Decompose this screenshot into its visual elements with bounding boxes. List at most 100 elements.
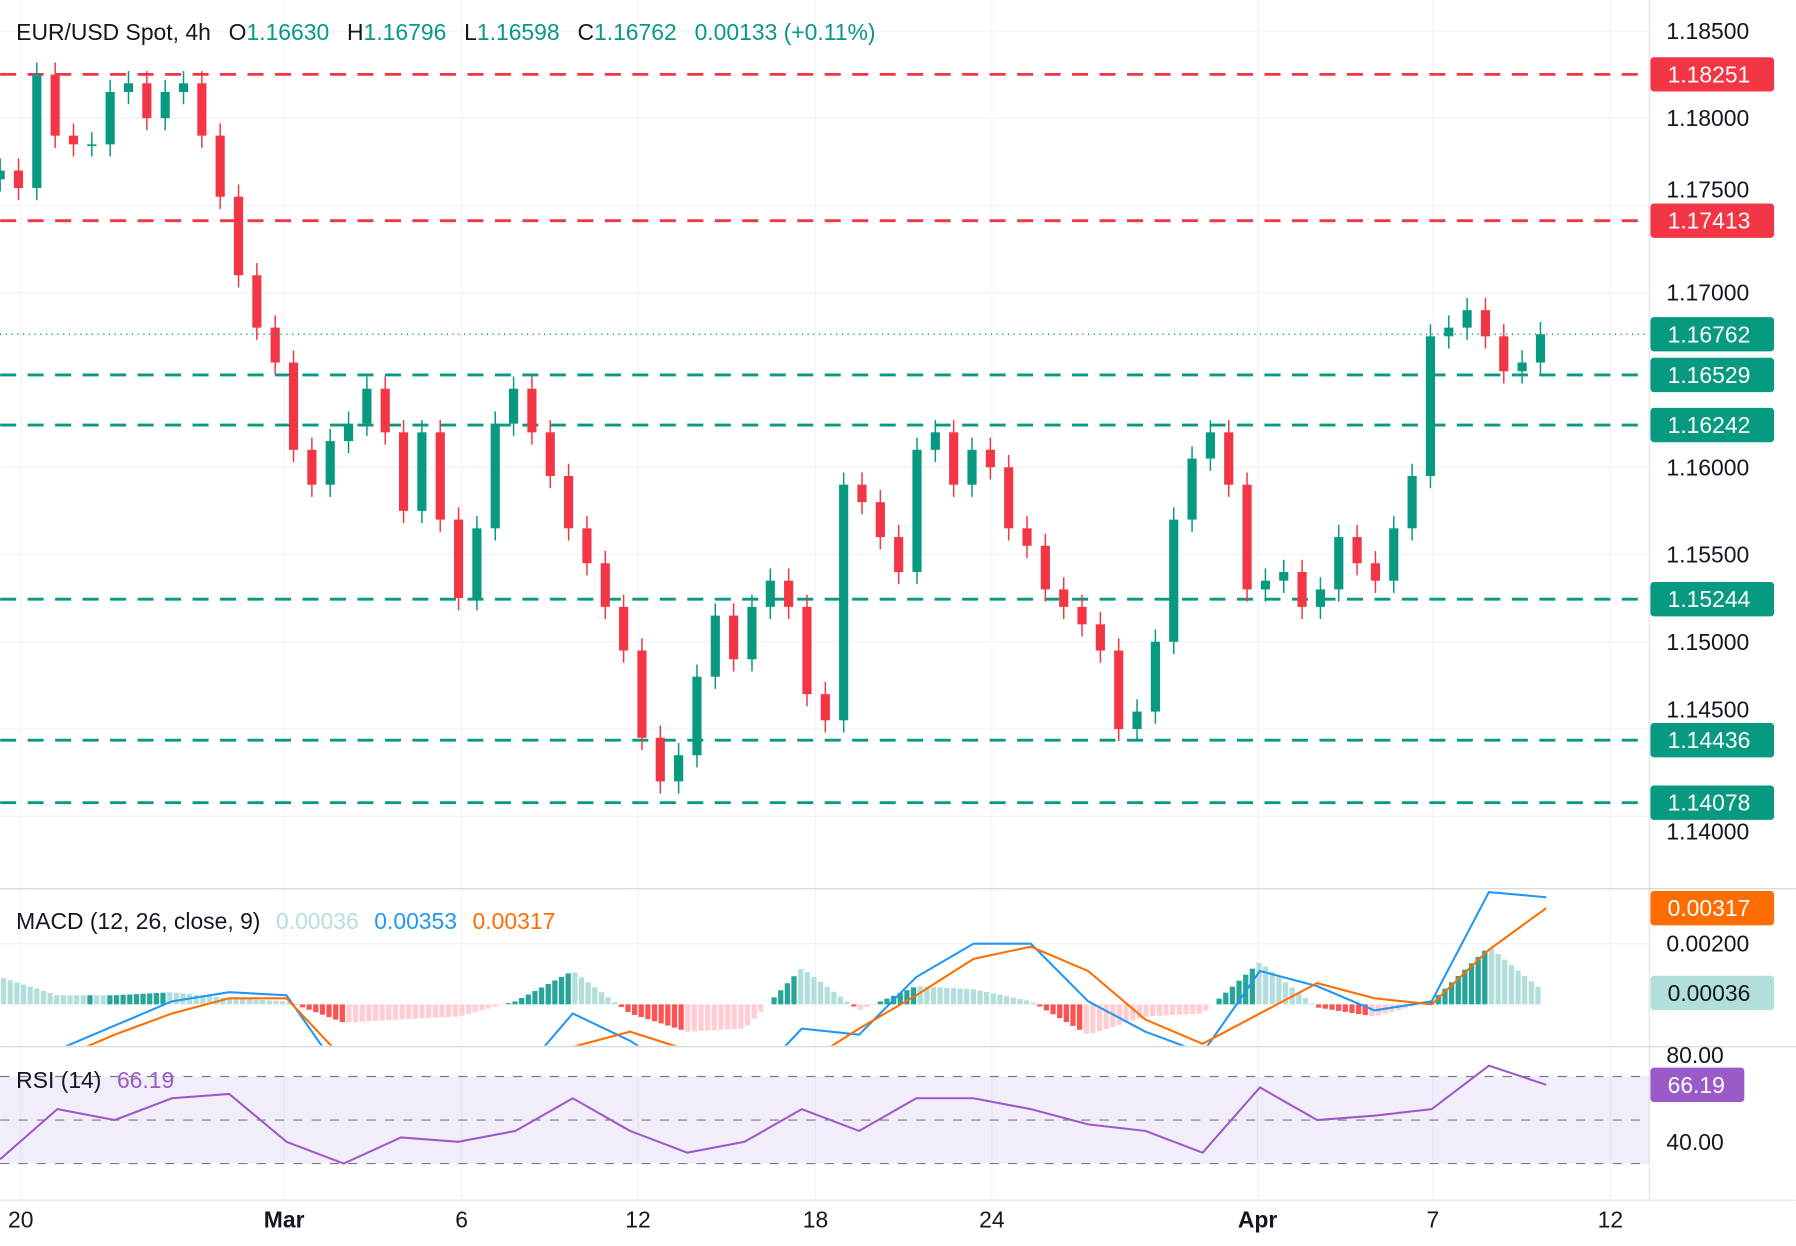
macd-histogram-bar bbox=[1203, 1004, 1209, 1011]
macd-hist-value: 0.00036 bbox=[276, 908, 359, 934]
level-badge bbox=[1650, 407, 1775, 443]
candle-body bbox=[233, 196, 244, 276]
macd-histogram-bar bbox=[824, 986, 830, 1005]
candle-body bbox=[472, 528, 482, 599]
candle-body bbox=[802, 606, 812, 695]
macd-histogram-bar bbox=[160, 992, 166, 1005]
candle-body bbox=[930, 432, 940, 450]
macd-histogram-bar bbox=[399, 1004, 405, 1020]
macd-histogram-bar bbox=[1090, 1004, 1096, 1034]
candle-body bbox=[1279, 571, 1289, 581]
macd-histogram-bar bbox=[718, 1004, 724, 1030]
price-tick-label: 1.17000 bbox=[1666, 280, 1749, 306]
macd-histogram-bar bbox=[1043, 1004, 1050, 1011]
macd-histogram-bar bbox=[259, 1000, 266, 1005]
candle-body bbox=[655, 737, 665, 782]
candle-body bbox=[417, 432, 427, 511]
macd-histogram-bar bbox=[133, 994, 140, 1005]
macd-histogram-bar bbox=[1495, 954, 1501, 1005]
last-price-badge bbox=[1650, 317, 1775, 352]
candle-body bbox=[1499, 336, 1509, 372]
candle-body bbox=[490, 423, 500, 529]
macd-histogram-bar bbox=[485, 1004, 492, 1009]
macd-histogram-bar bbox=[897, 992, 903, 1005]
macd-histogram-bar bbox=[1096, 1004, 1103, 1032]
candle-body bbox=[160, 92, 170, 119]
macd-histogram-bar bbox=[1116, 1004, 1123, 1025]
macd-histogram-bar bbox=[771, 997, 777, 1005]
macd-histogram-bar bbox=[1083, 1004, 1089, 1034]
macd-histogram-bar bbox=[917, 986, 923, 1005]
time-tick-label: 6 bbox=[455, 1207, 468, 1233]
candle-body bbox=[820, 694, 830, 721]
time-tick-label: 12 bbox=[1598, 1207, 1623, 1233]
price-tick-label: 1.18500 bbox=[1666, 18, 1749, 44]
macd-histogram-bar bbox=[1475, 956, 1481, 1005]
time-tick-label: 18 bbox=[803, 1207, 828, 1233]
candle-body bbox=[453, 519, 464, 599]
candle-body bbox=[985, 449, 995, 468]
candle-body bbox=[875, 502, 885, 538]
price-axis[interactable]: 1.18500 1.18000 1.17500 1.17000 1.16000 1.155… bbox=[1650, 18, 1775, 1155]
macd-histogram-bar bbox=[705, 1004, 711, 1031]
macd-histogram-bar bbox=[319, 1004, 326, 1015]
candle-body bbox=[747, 606, 757, 660]
candle-body bbox=[1535, 334, 1546, 363]
candle-body bbox=[288, 362, 299, 450]
macd-histogram-bar bbox=[306, 1004, 312, 1010]
macd-histogram-bar bbox=[578, 977, 585, 1005]
candle-body bbox=[509, 388, 519, 424]
candle-body bbox=[1297, 571, 1307, 607]
macd-histogram-bar bbox=[698, 1004, 704, 1031]
candle-body bbox=[1224, 432, 1234, 485]
macd-histogram-bar bbox=[1329, 1004, 1335, 1010]
macd-histogram-bar bbox=[1349, 1004, 1355, 1013]
macd-histogram-bar bbox=[724, 1004, 731, 1030]
macd-histogram-bar bbox=[246, 999, 252, 1005]
candle-body bbox=[1242, 484, 1252, 590]
macd-histogram-bar bbox=[665, 1004, 671, 1026]
rsi-legend: RSI (14) 66.19 bbox=[16, 1067, 174, 1093]
macd-histogram-bar bbox=[837, 996, 844, 1005]
macd-histogram-bar bbox=[113, 995, 120, 1005]
macd-histogram-bar bbox=[1429, 1001, 1435, 1005]
candle-body bbox=[967, 449, 977, 485]
low-label: L bbox=[464, 19, 477, 45]
close-label: C bbox=[577, 19, 594, 45]
time-tick-label: 7 bbox=[1426, 1207, 1439, 1233]
macd-histogram-bar bbox=[1276, 976, 1282, 1005]
candle-body bbox=[270, 327, 280, 363]
macd-histogram-bar bbox=[253, 999, 259, 1005]
macd-histogram-bar bbox=[798, 969, 804, 1005]
candle-body bbox=[1315, 589, 1326, 607]
time-tick-label: Apr bbox=[1238, 1207, 1278, 1233]
macd-title[interactable]: MACD (12, 26, close, 9) bbox=[16, 908, 260, 934]
macd-histogram-bar bbox=[459, 1004, 465, 1016]
macd-histogram-bar bbox=[432, 1004, 438, 1018]
level-badge bbox=[1650, 357, 1775, 393]
macd-histogram-bar bbox=[957, 988, 963, 1005]
macd-histogram-bar bbox=[1482, 950, 1488, 1005]
macd-histogram-bar bbox=[997, 994, 1003, 1005]
level-badge bbox=[1650, 203, 1775, 238]
macd-histogram-bar bbox=[1176, 1004, 1182, 1015]
time-axis[interactable]: 20 Mar 6 12 18 24 Apr 7 12 bbox=[8, 1207, 1623, 1233]
level-badge-label: 1.16529 bbox=[1668, 362, 1751, 388]
macd-histogram-bar bbox=[930, 987, 937, 1005]
macd-histogram-bar bbox=[1262, 966, 1269, 1005]
price-tick-label: 1.14000 bbox=[1666, 818, 1749, 844]
macd-histogram-bar bbox=[226, 998, 233, 1005]
symbol-title[interactable]: EUR/USD Spot, 4h bbox=[16, 19, 211, 45]
macd-histogram-bar bbox=[147, 993, 153, 1005]
macd-histogram-bar bbox=[758, 1004, 764, 1012]
macd-histogram-bar bbox=[206, 996, 213, 1005]
macd-histogram-bar bbox=[831, 991, 837, 1005]
macd-histogram-bar bbox=[419, 1004, 425, 1019]
macd-histogram-bar bbox=[1136, 1004, 1143, 1019]
macd-histogram-bar bbox=[1123, 1004, 1129, 1023]
candle-body bbox=[1370, 563, 1381, 581]
rsi-title[interactable]: RSI (14) bbox=[16, 1067, 101, 1093]
candle-body bbox=[839, 484, 849, 721]
macd-histogram-bar bbox=[54, 995, 60, 1005]
